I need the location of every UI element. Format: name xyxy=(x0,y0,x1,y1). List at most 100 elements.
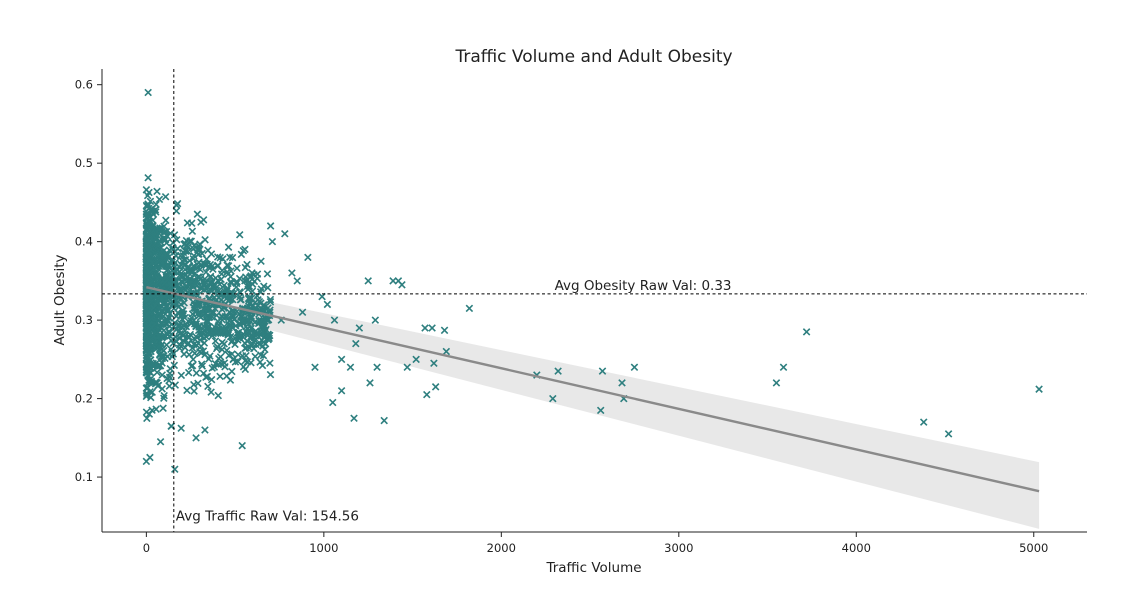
data-point xyxy=(263,270,272,278)
x-tick-label: 1000 xyxy=(309,541,338,555)
data-point xyxy=(423,390,431,399)
data-point xyxy=(266,370,275,379)
data-point xyxy=(156,323,164,331)
data-point xyxy=(323,300,332,309)
data-point xyxy=(1035,385,1043,393)
data-point xyxy=(192,434,200,442)
axes xyxy=(101,69,1087,533)
data-points-layer xyxy=(142,88,1043,473)
data-point xyxy=(596,406,605,415)
data-point xyxy=(245,293,254,302)
data-point xyxy=(198,362,207,370)
data-point xyxy=(183,241,191,250)
regression-line-layer xyxy=(146,285,1040,493)
data-point xyxy=(288,269,296,277)
data-point xyxy=(234,357,242,366)
data-point xyxy=(403,363,412,371)
data-point xyxy=(167,281,175,290)
data-point xyxy=(266,306,274,314)
data-point xyxy=(250,270,258,279)
data-point xyxy=(237,295,245,304)
data-point xyxy=(185,278,194,286)
data-point xyxy=(228,295,237,304)
data-point xyxy=(175,322,183,331)
data-point xyxy=(337,386,346,395)
data-point xyxy=(178,309,187,318)
data-point xyxy=(145,217,154,226)
data-point xyxy=(554,367,562,375)
data-point xyxy=(256,318,265,326)
data-point xyxy=(142,210,151,219)
data-point xyxy=(206,352,214,360)
data-point xyxy=(259,324,268,333)
data-point xyxy=(304,253,312,262)
data-point xyxy=(371,316,380,324)
data-point xyxy=(170,231,179,239)
data-point xyxy=(153,368,161,377)
data-point xyxy=(162,315,171,324)
data-point xyxy=(366,379,374,387)
data-point xyxy=(200,339,209,347)
data-point xyxy=(241,245,249,254)
x-tick-label: 2000 xyxy=(487,541,516,555)
data-point xyxy=(185,266,193,274)
data-point xyxy=(184,368,193,377)
data-point xyxy=(346,363,355,371)
data-point xyxy=(465,304,474,313)
data-point xyxy=(255,340,263,349)
data-point xyxy=(193,210,202,218)
data-point xyxy=(156,437,165,446)
data-point xyxy=(181,271,189,280)
data-point xyxy=(215,321,223,329)
data-point xyxy=(202,373,210,381)
data-point xyxy=(919,418,928,426)
data-point xyxy=(181,327,189,335)
data-point xyxy=(246,273,254,281)
data-point xyxy=(258,361,267,370)
data-point xyxy=(187,313,196,322)
data-point xyxy=(249,302,257,310)
data-point xyxy=(148,222,156,230)
data-point xyxy=(245,328,254,336)
data-point xyxy=(142,384,151,393)
data-point xyxy=(337,355,346,364)
y-tick-label: 0.2 xyxy=(75,392,93,406)
data-point xyxy=(293,277,301,285)
data-point xyxy=(171,381,180,389)
data-point xyxy=(160,391,168,400)
data-point xyxy=(259,351,268,360)
data-point xyxy=(226,332,235,341)
data-point xyxy=(143,236,152,244)
data-point xyxy=(208,364,216,372)
data-point xyxy=(220,340,229,348)
data-point xyxy=(224,262,233,270)
data-point xyxy=(247,359,255,367)
data-point xyxy=(158,371,166,379)
data-point xyxy=(201,236,209,244)
data-point xyxy=(162,273,171,281)
data-point xyxy=(241,344,249,353)
data-point xyxy=(142,274,151,282)
data-point xyxy=(166,276,175,284)
data-point xyxy=(412,355,420,364)
data-point xyxy=(147,323,156,332)
avg-obesity-label: Avg Obesity Raw Val: 0.33 xyxy=(555,278,732,294)
data-point xyxy=(190,349,199,358)
data-point xyxy=(442,347,451,356)
data-point xyxy=(241,276,249,285)
data-point xyxy=(201,426,209,434)
data-point xyxy=(153,187,161,196)
data-point xyxy=(223,268,231,276)
data-point xyxy=(245,295,254,304)
data-point xyxy=(242,351,250,360)
regression-line xyxy=(146,285,1040,493)
y-tick-label: 0.5 xyxy=(75,156,93,170)
data-point xyxy=(225,317,233,325)
data-point xyxy=(192,322,200,331)
data-point xyxy=(145,410,154,418)
data-point xyxy=(618,379,626,387)
data-point xyxy=(144,173,152,182)
data-point xyxy=(549,394,557,403)
data-point xyxy=(228,350,236,358)
data-point xyxy=(257,257,265,266)
